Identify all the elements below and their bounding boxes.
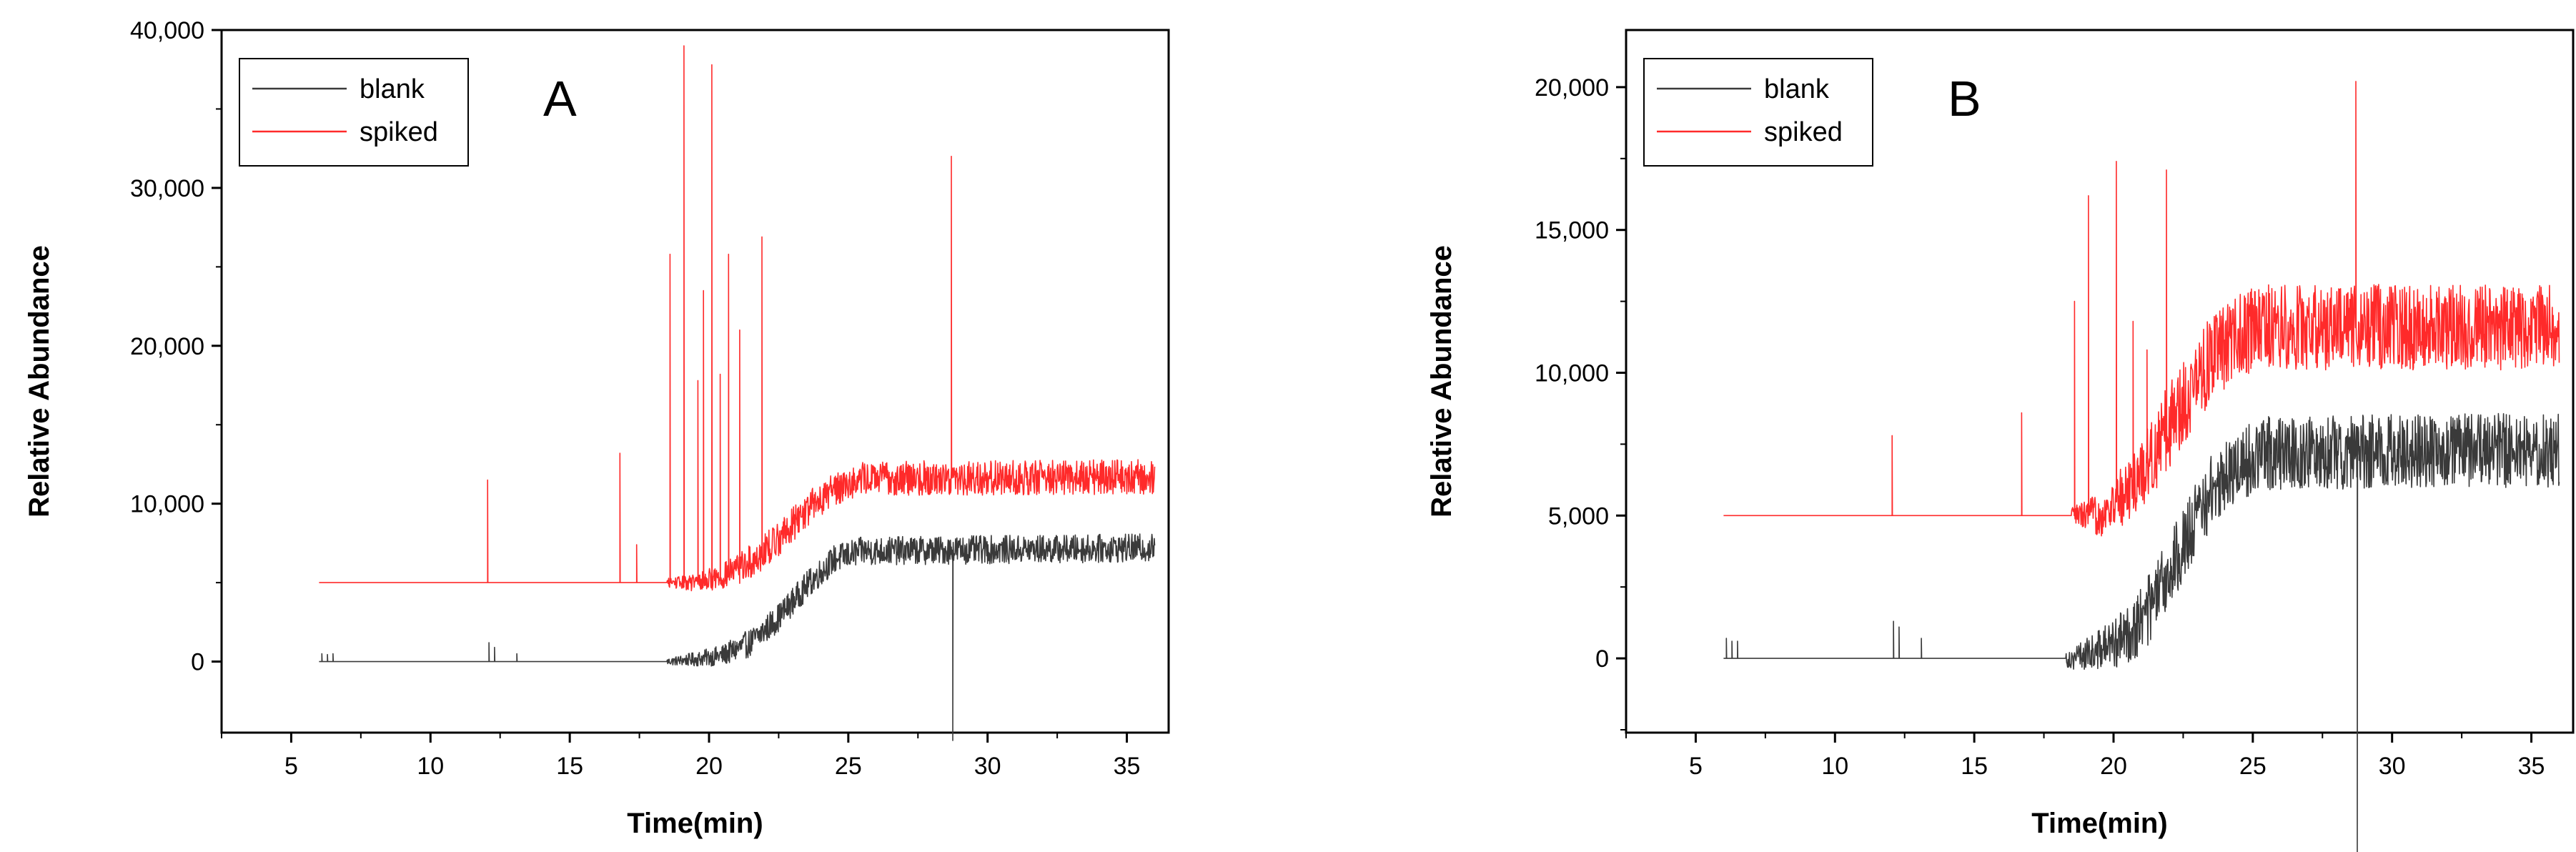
plot-frame: [220, 29, 1170, 734]
y-tick-label: 10,000: [1535, 360, 1609, 387]
y-tick-label: 0: [1595, 645, 1609, 673]
y-tick-label: 40,000: [130, 17, 204, 44]
x-tick-label: 10: [1821, 753, 1848, 780]
y-axis-label: Relative Abundance: [1426, 245, 1457, 517]
x-tick-label: 30: [974, 753, 1001, 780]
x-axis-label: Time(min): [2031, 808, 2167, 839]
chart-panel-b: 5 10 15 20 25 30 35 0 5,000 10,000 15,000 20,000 bla…: [1426, 29, 2575, 852]
legend-box: [239, 58, 469, 167]
x-tick-label: 20: [695, 753, 723, 780]
x-tick-label: 35: [2518, 753, 2545, 780]
series-line-blank: [319, 533, 1156, 741]
legend-label: blank: [1764, 74, 1830, 104]
y-tick-label: 5,000: [1548, 502, 1609, 530]
x-tick-label: 15: [1961, 753, 1988, 780]
legend-label: spiked: [1764, 117, 1843, 147]
x-tick-label: 25: [2239, 753, 2267, 780]
series-line-spiked: [319, 45, 1156, 592]
chart-panel-a: 5 10 15 20 25 30 35 0 10,000 20,000 30,000 40,000 bl…: [24, 17, 1170, 839]
legend-label: blank: [360, 74, 425, 104]
series-line-blank: [1723, 412, 2560, 852]
y-tick-label: 0: [191, 649, 204, 676]
plot-frame: [1625, 29, 2575, 734]
series-line-spiked: [1723, 81, 2560, 537]
y-tick-label: 20,000: [130, 333, 204, 360]
x-tick-label: 30: [2379, 753, 2406, 780]
x-tick-label: 20: [2100, 753, 2127, 780]
x-tick-label: 10: [417, 753, 444, 780]
panel-label: B: [1948, 71, 1981, 127]
y-axis-label: Relative Abundance: [24, 245, 55, 517]
y-tick-label: 20,000: [1535, 74, 1609, 101]
x-axis-label: Time(min): [627, 808, 763, 839]
legend-label: spiked: [360, 117, 438, 147]
y-tick-label: 30,000: [130, 175, 204, 202]
x-tick-label: 25: [835, 753, 862, 780]
x-tick-label: 5: [1689, 753, 1703, 780]
x-tick-label: 5: [284, 753, 298, 780]
x-tick-label: 15: [556, 753, 583, 780]
y-tick-label: 15,000: [1535, 217, 1609, 244]
panel-label: A: [543, 71, 577, 127]
x-tick-label: 35: [1114, 753, 1141, 780]
legend-box: [1643, 58, 1873, 167]
y-tick-label: 10,000: [130, 491, 204, 518]
